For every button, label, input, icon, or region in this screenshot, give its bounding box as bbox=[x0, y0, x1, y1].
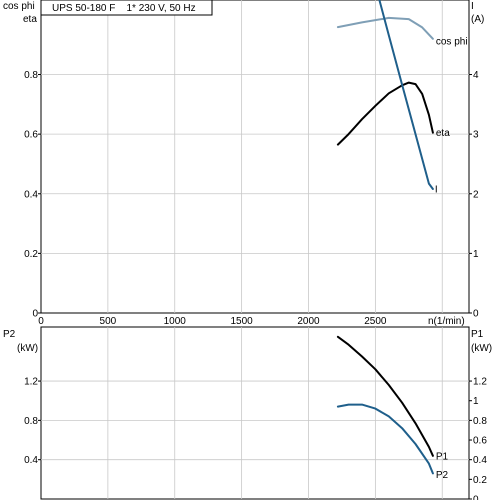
y-left-label-p2-unit: (kW) bbox=[17, 343, 38, 354]
bot-y-right-tick-label: 1.2 bbox=[473, 377, 487, 388]
series-label-p1: P1 bbox=[436, 451, 449, 462]
top-series bbox=[336, 0, 434, 190]
x-tick-label: 0 bbox=[38, 316, 44, 327]
chart-title: UPS 50-180 F 1* 230 V, 50 Hz bbox=[52, 3, 196, 14]
bot-y-right-tick-label: 0 bbox=[473, 495, 479, 500]
top-y-left-tick-label: 0.6 bbox=[24, 130, 38, 141]
title-box bbox=[40, 0, 213, 16]
series-line-p2 bbox=[336, 403, 434, 475]
series-label-cos-phi: cos phi bbox=[436, 36, 468, 47]
y-right-label-p1: P1 bbox=[471, 329, 484, 340]
bottom-plot-frame bbox=[40, 326, 470, 500]
x-tick-label: 2500 bbox=[364, 316, 387, 327]
bot-y-left-tick-label: 1.2 bbox=[24, 377, 38, 388]
bottom-series bbox=[336, 335, 434, 475]
bot-y-right-tick-label: 0.2 bbox=[473, 475, 487, 486]
top-y-right-tick-label: 0 bbox=[473, 309, 479, 320]
bottom-grid bbox=[41, 327, 469, 499]
y-left-label-p2: P2 bbox=[3, 329, 16, 340]
top-y-left-tick-label: 0 bbox=[32, 309, 38, 320]
x-tick-label: 2000 bbox=[297, 316, 320, 327]
series-line-cos-phi bbox=[336, 16, 434, 40]
bot-y-right-tick-label: 1 bbox=[473, 396, 479, 407]
bot-y-right-tick-label: 0.8 bbox=[473, 416, 487, 427]
series-label-p2: P2 bbox=[436, 470, 449, 481]
x-tick-label: 1500 bbox=[231, 316, 254, 327]
series-line-i bbox=[378, 0, 434, 190]
top-y-right-tick-label: 3 bbox=[473, 130, 479, 141]
top-y-right-tick-label: 2 bbox=[473, 189, 479, 200]
y-right-label-i: I bbox=[471, 1, 474, 12]
top-grid bbox=[41, 0, 469, 313]
top-series-labels: cos phi eta I bbox=[435, 36, 468, 195]
top-y-left-tick-label: 0.2 bbox=[24, 249, 38, 260]
bottom-series-labels: P1 P2 bbox=[436, 451, 449, 481]
y-right-label-unit-a: (A) bbox=[471, 14, 484, 25]
top-ticks: 0 0.2 0.4 0.6 0.8 0 1 2 3 4 0 500 1000 1500 2000 2500 bbox=[24, 70, 479, 327]
bot-y-left-tick-label: 0.8 bbox=[24, 416, 38, 427]
y-left-label-eta: eta bbox=[23, 14, 37, 25]
bot-y-right-tick-label: 0.4 bbox=[473, 455, 487, 466]
y-left-label-cos-phi: cos phi bbox=[3, 1, 35, 12]
y-right-label-p1-unit: (kW) bbox=[471, 343, 492, 354]
top-chart: 0 0.2 0.4 0.6 0.8 0 1 2 3 4 0 500 1000 1500 2000 2500 c… bbox=[3, 0, 484, 327]
series-label-i: I bbox=[435, 184, 438, 195]
top-plot-frame bbox=[40, 0, 470, 314]
series-line-p1 bbox=[336, 335, 434, 457]
x-tick-label: 1000 bbox=[164, 316, 187, 327]
x-axis-label: n(1/min) bbox=[428, 316, 465, 327]
bot-y-right-tick-label: 0.6 bbox=[473, 436, 487, 447]
top-y-right-tick-label: 4 bbox=[473, 70, 479, 81]
bot-y-left-tick-label: 0.4 bbox=[24, 455, 38, 466]
top-y-left-tick-label: 0.8 bbox=[24, 70, 38, 81]
top-y-left-tick-label: 0.4 bbox=[24, 189, 38, 200]
bottom-ticks: 0.4 0.8 1.2 0 0.2 0.4 0.6 0.8 1 1.2 bbox=[24, 377, 487, 500]
x-tick-label: 500 bbox=[100, 316, 117, 327]
series-label-eta: eta bbox=[436, 128, 450, 139]
top-y-right-tick-label: 1 bbox=[473, 249, 479, 260]
